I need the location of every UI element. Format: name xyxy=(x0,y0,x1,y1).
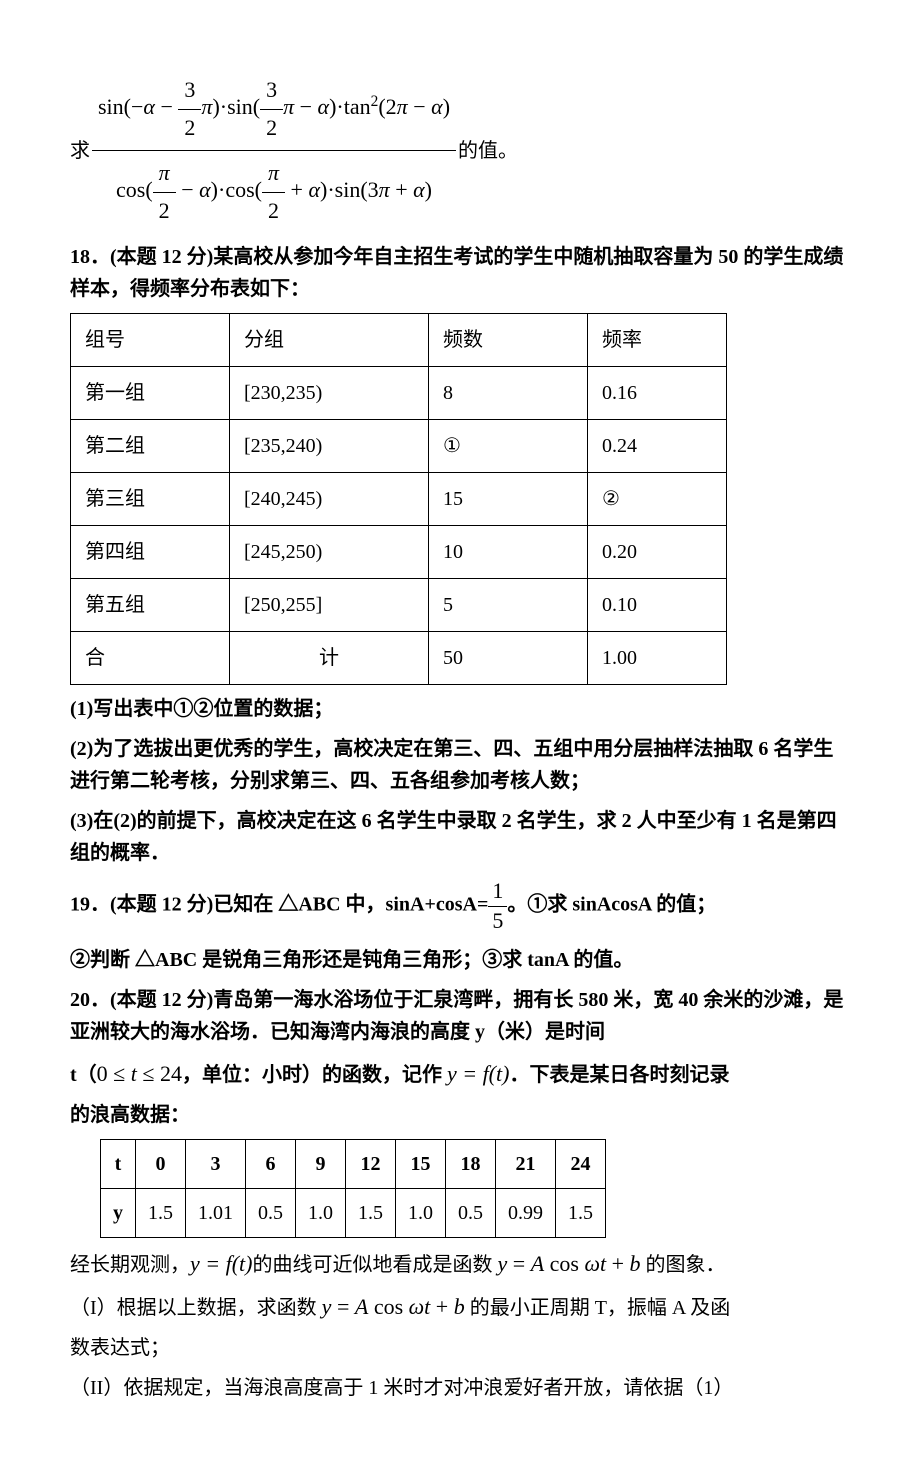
q19-line2: ②判断 △ABC 是锐角三角形还是钝角三角形；③求 tanA 的值。 xyxy=(70,944,850,976)
q19-line1: 19．(本题 12 分)已知在 △ABC 中，sinA+cosA=15。①求 s… xyxy=(70,877,850,935)
table-row: 第四组 [245,250) 10 0.20 xyxy=(71,526,727,579)
table-header-row: 组号 分组 频数 频率 xyxy=(71,314,727,367)
table-row-total: 合 计 50 1.00 xyxy=(71,632,727,685)
fraction-numerator: sin(−α − 32π)·sin(32π − α)·tan2(2π − α) xyxy=(92,68,456,151)
q20-part1: （I）根据以上数据，求函数 y = A cos ωt + b 的最小正周期 T，… xyxy=(70,1289,850,1324)
table-row: 第一组 [230,235) 8 0.16 xyxy=(71,367,727,420)
formula-prefix: 求 xyxy=(70,135,90,167)
col-rate: 频率 xyxy=(588,314,727,367)
q18-sub1: (1)写出表中①②位置的数据； xyxy=(70,693,850,725)
table-row: 第二组 [235,240) ① 0.24 xyxy=(71,420,727,473)
q18-sub2: (2)为了选拔出更优秀的学生，高校决定在第三、四、五组中用分层抽样法抽取 6 名… xyxy=(70,733,850,797)
q20-observation: 经长期观测，y = f(t)的曲线可近似地看成是函数 y = A cos ωt … xyxy=(70,1246,850,1281)
wave-table-y-row: y 1.5 1.01 0.5 1.0 1.5 1.0 0.5 0.99 1.5 xyxy=(101,1188,606,1237)
q19-fraction: 15 xyxy=(488,877,507,935)
q20-line3: 的浪高数据： xyxy=(70,1099,850,1131)
table-row: 第五组 [250,255] 5 0.10 xyxy=(71,579,727,632)
col-freq: 频数 xyxy=(429,314,588,367)
q20-part2: （II）依据规定，当海浪高度高于 1 米时才对冲浪爱好者开放，请依据（1） xyxy=(70,1372,850,1404)
q20-wave-table: t 0 3 6 9 12 15 18 21 24 y 1.5 1.01 0.5 … xyxy=(100,1139,606,1238)
wave-table-t-row: t 0 3 6 9 12 15 18 21 24 xyxy=(101,1139,606,1188)
wave-y-label: y xyxy=(101,1188,136,1237)
formula-expression: 求 sin(−α − 32π)·sin(32π − α)·tan2(2π − α… xyxy=(70,68,850,233)
table-row: 第三组 [240,245) 15 ② xyxy=(71,473,727,526)
col-group-no: 组号 xyxy=(71,314,230,367)
col-interval: 分组 xyxy=(230,314,429,367)
main-fraction: sin(−α − 32π)·sin(32π − α)·tan2(2π − α) … xyxy=(92,68,456,233)
q18-header: 18．(本题 12 分)某高校从参加今年自主招生考试的学生中随机抽取容量为 50… xyxy=(70,241,850,305)
q20-fn: y = f(t) xyxy=(447,1061,510,1086)
q19-after-frac: 。①求 sinAcosA 的值； xyxy=(507,894,716,916)
q18-sub3: (3)在(2)的前提下，高校决定在这 6 名学生中录取 2 名学生，求 2 人中… xyxy=(70,805,850,869)
q20-line1: 20．(本题 12 分)青岛第一海水浴场位于汇泉湾畔，拥有长 580 米，宽 4… xyxy=(70,984,850,1048)
q20-line2: t（0 ≤ t ≤ 24，单位：小时）的函数，记作 y = f(t)．下表是某日… xyxy=(70,1056,850,1091)
q20-range: 0 ≤ t ≤ 24 xyxy=(97,1061,182,1086)
formula-suffix: 的值。 xyxy=(458,135,518,167)
q18-frequency-table: 组号 分组 频数 频率 第一组 [230,235) 8 0.16 第二组 [23… xyxy=(70,313,727,685)
q20-part1b: 数表达式； xyxy=(70,1332,850,1364)
wave-t-label: t xyxy=(101,1139,136,1188)
q19-prefix: 19．(本题 12 分)已知在 △ABC 中，sinA+cosA= xyxy=(70,894,488,916)
fraction-denominator: cos(π2 − α)·cos(π2 + α)·sin(3π + α) xyxy=(92,151,456,233)
